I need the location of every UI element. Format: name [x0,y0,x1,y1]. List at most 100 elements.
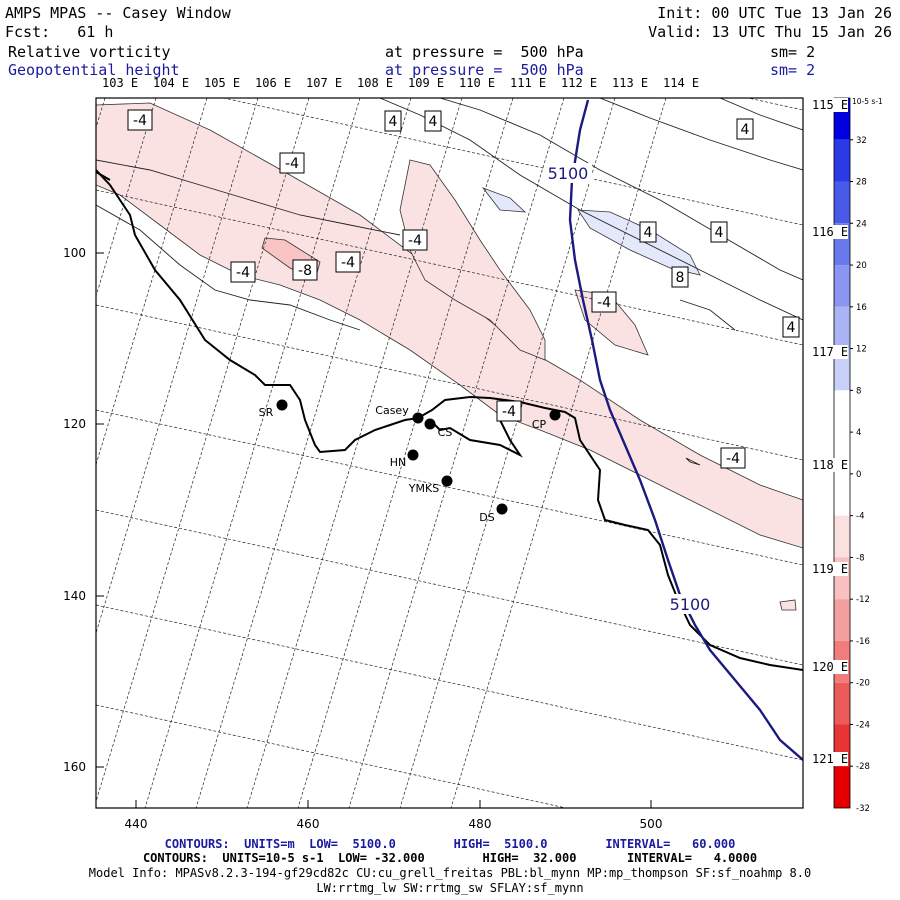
contour-info-height: CONTOURS: UNITS=m LOW= 5100.0 HIGH= 5100… [164,837,736,851]
height-contour-label: 5100 [670,595,711,614]
colorbar-tick-label: 8 [856,386,861,396]
colorbar-segment [834,265,850,307]
positive-vorticity-small [481,187,527,213]
field1-name: Relative vorticity [8,43,171,61]
colorbar-tick-label: -16 [856,637,870,647]
y-tick-label: 160 [63,760,86,774]
vorticity-contour-label: 4 [429,114,438,130]
vorticity-label-box [384,110,402,132]
top-longitude-label: 114 E [663,76,700,90]
vorticity-label-box [230,261,256,283]
field2-level: at pressure = 500 hPa [385,61,584,79]
colorbar-tick-label: -12 [856,595,870,605]
right-longitude-label: 117 E [812,345,849,359]
field2-name: Geopotential height [8,61,180,79]
station-label: YMKS [408,482,439,495]
station-marker [407,449,419,461]
colorbar-segment [834,390,850,433]
vorticity-contour-label: 4 [715,225,724,241]
model-info: Model Info: MPASv8.2.3-194-gf29cd82c CU:… [88,866,812,880]
field2-smooth: sm= 2 [770,61,816,79]
top-longitude-label: 108 E [357,76,394,90]
vorticity-label-box [496,400,522,422]
vorticity-label-box [591,291,617,313]
vorticity-contour-label: 4 [787,320,796,336]
right-longitude-label: 118 E [812,458,849,472]
height-contour-5100 [568,99,803,761]
y-tick-label: 120 [63,417,86,431]
x-tick-label: 460 [297,817,320,831]
top-longitude-label: 109 E [408,76,445,90]
colorbar-segment [834,348,850,391]
vorticity-label-box [710,221,728,243]
colorbar-segment [834,306,850,349]
station-label: DS [479,511,494,524]
x-tick-label: 500 [640,817,663,831]
vorticity-label-box [639,221,657,243]
contour-info-vorticity: CONTOURS: UNITS=10-5 s-1 LOW= -32.000 HI… [142,851,758,865]
vorticity-contour-label: -4 [133,113,147,129]
station-label: CP [532,418,547,431]
colorbar-segment [834,682,850,725]
model-info-physics: LW:rrtmg_lw SW:rrtmg_sw SFLAY:sf_mynn [316,881,584,895]
vorticity-label-box [782,316,800,338]
vorticity-label-box [720,447,746,469]
vorticity-contour-label: -4 [502,404,516,420]
colorbar-tick-label: 32 [856,136,867,146]
top-longitude-label: 112 E [561,76,598,90]
station-marker [424,418,436,430]
field1-smooth: sm= 2 [770,43,816,61]
colorbar-segment [834,473,850,516]
vorticity-label-box [736,118,754,140]
station-marker [496,503,508,515]
colorbar-tick-label: 12 [856,345,867,355]
x-tick-label: 440 [125,817,148,831]
colorbar-tick-label: 24 [856,219,867,229]
valid-time: Valid: 13 UTC Thu 15 Jan 26 [648,23,892,41]
colorbar-tick-label: 16 [856,303,867,313]
vorticity-contour-label: 4 [741,122,750,138]
colorbar-tick-label: 4 [856,428,861,438]
station-marker [412,412,424,424]
top-longitude-label: 111 E [510,76,547,90]
top-longitude-label: 107 E [306,76,343,90]
height-label-bg [666,594,714,614]
vorticity-label-box [424,110,442,132]
height-label-bg [544,163,592,183]
colorbar-tick-label: 20 [856,261,867,271]
colorbar-tick-label: -28 [856,762,870,772]
x-tick-label: 480 [469,817,492,831]
vorticity-label-box [127,109,153,131]
vorticity-label-box [402,229,428,251]
coastline [96,169,803,671]
plot-title: AMPS MPAS -- Casey Window [5,4,231,22]
vorticity-label-box [671,266,689,288]
vorticity-contour-label: -4 [341,255,355,271]
colorbar-segment [834,599,850,641]
positive-vorticity-patch [577,209,701,276]
vorticity-contour-label: 4 [644,225,653,241]
top-longitude-label: 113 E [612,76,649,90]
vorticity-contour-label: -4 [408,233,422,249]
colorbar-tick-label: -20 [856,679,870,689]
station-label: CS [438,426,453,439]
colorbar-tick-label: -4 [856,512,864,522]
vorticity-label-box [279,152,305,174]
right-longitude-label: 116 E [812,225,849,239]
right-longitude-label: 115 E [812,98,849,112]
station-label: SR [259,406,274,419]
colorbar-unit: 10-5 s-1 [852,97,883,106]
station-label: HN [390,456,407,469]
right-longitude-label: 121 E [812,752,849,766]
colorbar-tick-label: 28 [856,178,867,188]
vorticity-contour-label: -4 [726,451,740,467]
top-longitude-label: 104 E [153,76,190,90]
right-longitude-label: 120 E [812,660,849,674]
station-label: Casey [375,404,409,417]
height-contour-label: 5100 [548,164,589,183]
top-longitude-label: 105 E [204,76,241,90]
station-marker [276,399,288,411]
colorbar-segment [834,766,850,808]
colorbar-tick-label: -24 [856,720,870,730]
